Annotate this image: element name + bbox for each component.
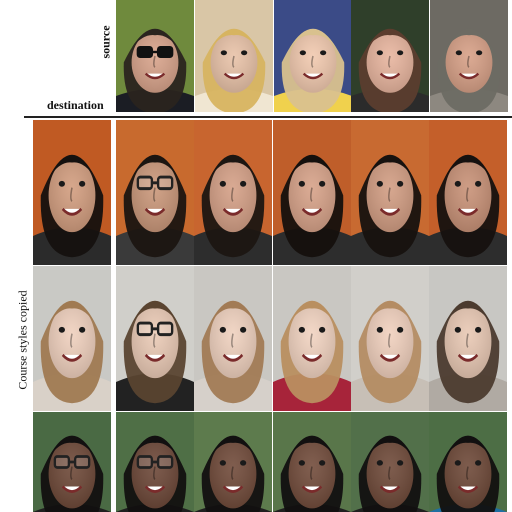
face-image-r0-c1	[195, 0, 273, 112]
side-label: Course styles copied	[15, 290, 30, 390]
face-image-r2-c3	[273, 266, 351, 411]
face-image-r2-c0	[33, 266, 111, 411]
face-image-r0-c4	[430, 0, 508, 112]
face-image-r1-c2	[194, 120, 272, 265]
destination-label: destination	[47, 98, 104, 112]
source-label: source	[98, 25, 113, 59]
face-image-r1-c4	[351, 120, 429, 265]
face-image-r3-c0	[33, 412, 111, 512]
separator-line	[24, 116, 512, 118]
face-image-r0-c0	[116, 0, 194, 112]
face-image-r3-c2	[194, 412, 272, 512]
face-image-r1-c0	[33, 120, 111, 265]
face-image-r2-c1	[116, 266, 194, 411]
face-image-r2-c4	[351, 266, 429, 411]
face-image-r2-c5	[429, 266, 507, 411]
face-image-r3-c1	[116, 412, 194, 512]
face-image-r1-c3	[273, 120, 351, 265]
face-image-r0-c3	[351, 0, 429, 112]
face-image-r1-c5	[429, 120, 507, 265]
face-image-r2-c2	[194, 266, 272, 411]
face-image-r1-c1	[116, 120, 194, 265]
face-image-r3-c3	[273, 412, 351, 512]
face-image-r3-c5	[429, 412, 507, 512]
face-image-r0-c2	[274, 0, 352, 112]
face-image-r3-c4	[351, 412, 429, 512]
